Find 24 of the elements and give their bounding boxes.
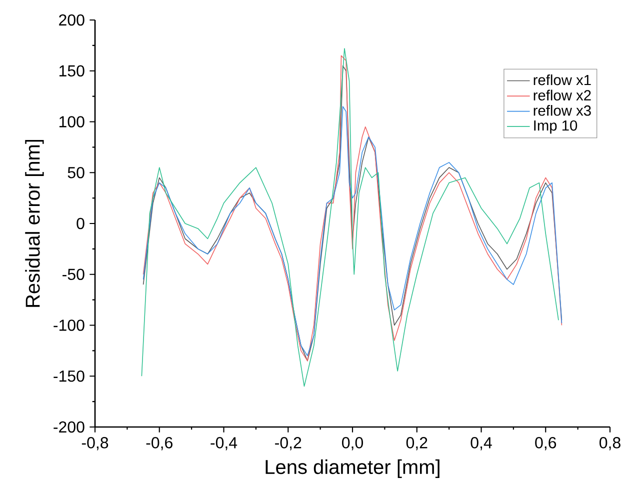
- y-tick-label: 100: [59, 116, 84, 128]
- y-tick-label: 50: [68, 166, 84, 178]
- y-tick-label: 0: [76, 218, 84, 230]
- legend-label: reflow x2: [534, 90, 591, 100]
- x-tick-label: -0,6: [146, 437, 172, 450]
- x-tick-label: 0,4: [470, 437, 492, 450]
- y-axis-title: Residual error [nm]: [25, 140, 44, 307]
- x-tick-label: -0,4: [210, 437, 238, 450]
- x-tick-label: -0,8: [82, 437, 108, 450]
- x-tick-label: 0,0: [342, 437, 364, 450]
- legend-label: reflow x3: [534, 105, 591, 116]
- y-tick-label: 200: [59, 14, 84, 26]
- legend-label: reflow x1: [534, 74, 591, 86]
- y-tick-label: 150: [59, 65, 84, 77]
- x-tick-label: 0,2: [406, 437, 428, 450]
- x-axis-title: Lens diameter [mm]: [266, 459, 440, 478]
- x-tick-label: 0,8: [600, 437, 620, 450]
- x-tick-label: -0,2: [275, 437, 302, 450]
- y-tick-label: -50: [62, 268, 84, 280]
- y-tick-label: -200: [54, 421, 84, 433]
- y-tick-label: -100: [54, 320, 84, 331]
- y-tick-label: -150: [54, 370, 84, 382]
- x-tick-label: 0,6: [535, 437, 556, 450]
- legend-label: Imp 10: [534, 120, 578, 134]
